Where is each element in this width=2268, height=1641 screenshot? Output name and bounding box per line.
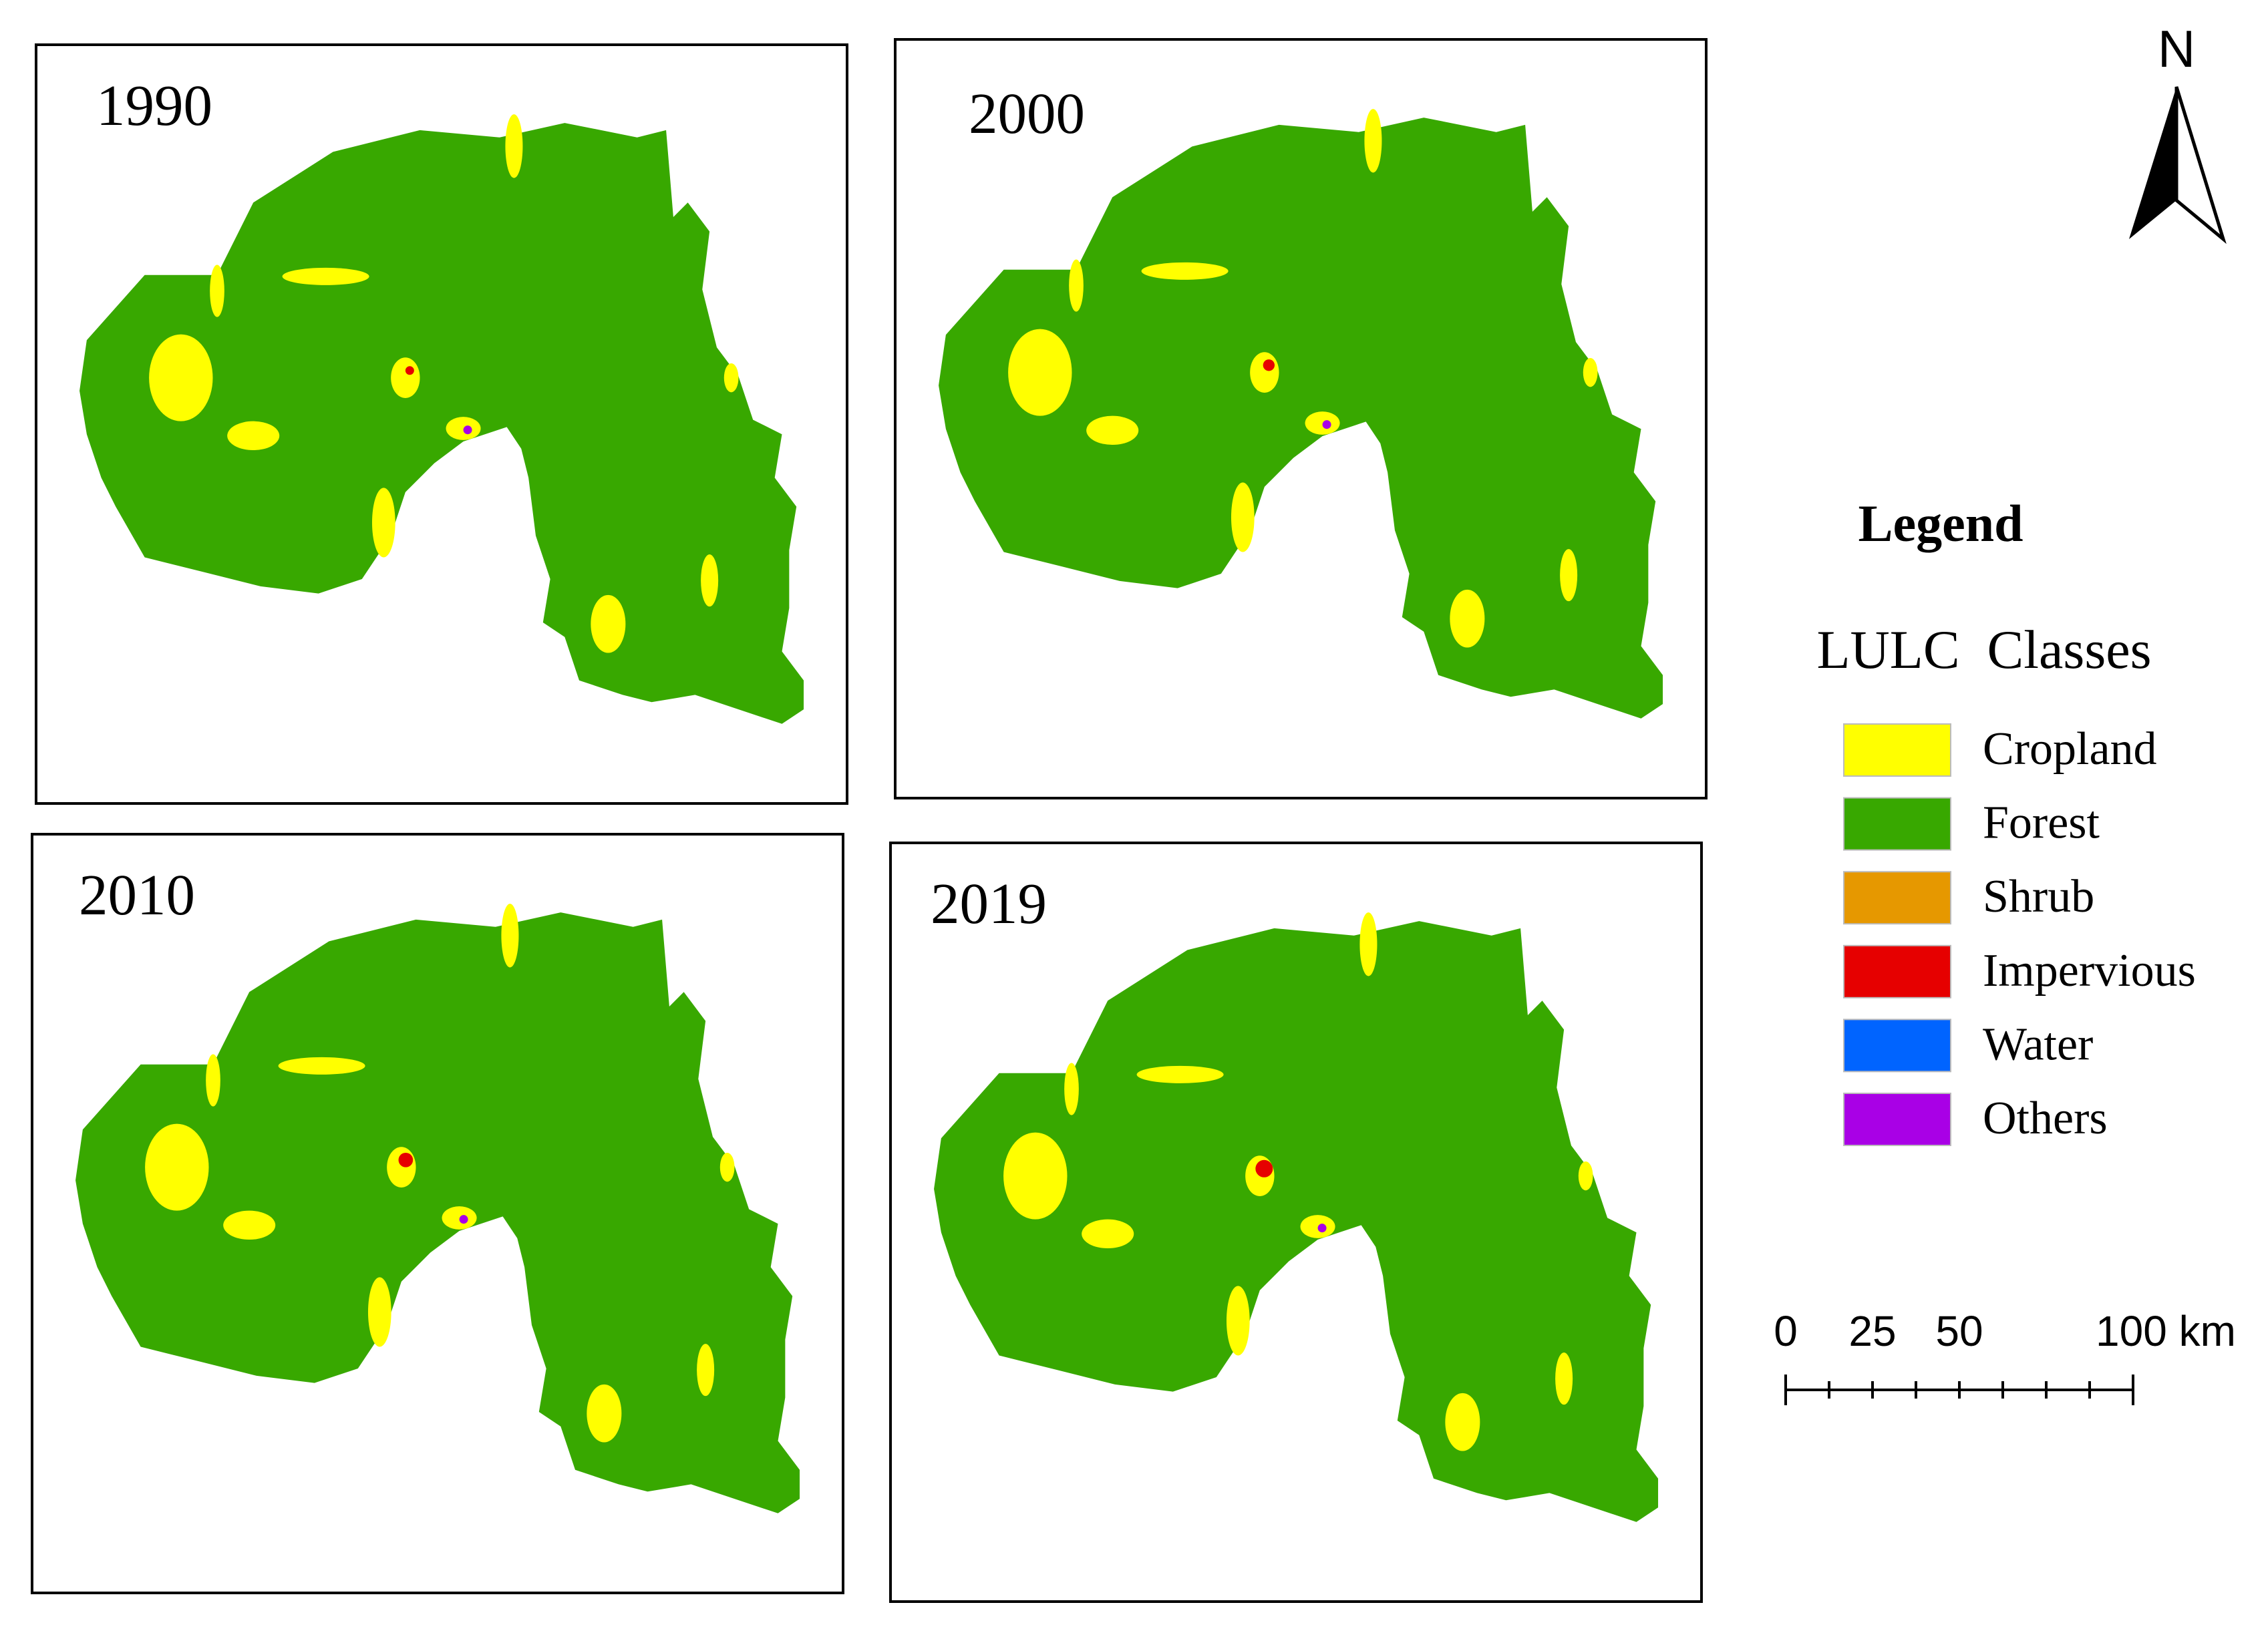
cropland-patch xyxy=(501,904,519,968)
cropland-patch xyxy=(206,1054,220,1107)
scale-bar: 0 25 50 100 km xyxy=(1774,1307,2236,1405)
cropland-patch xyxy=(446,417,481,440)
lulc-map xyxy=(934,912,1659,1522)
year-label: 1990 xyxy=(96,73,212,138)
cropland-patch xyxy=(719,1152,735,1182)
year-label: 2000 xyxy=(969,81,1085,146)
cropland-patch xyxy=(1305,411,1340,435)
year-label: 2019 xyxy=(931,871,1047,936)
year-label: 2010 xyxy=(79,862,195,927)
legend-swatch xyxy=(1843,723,1951,777)
map-panel: 2000 xyxy=(894,38,1708,799)
cropland-patch xyxy=(210,264,224,317)
legend-subtitle: LULC Classes xyxy=(1816,619,2151,680)
cropland-patch xyxy=(1231,482,1255,552)
cropland-patch xyxy=(723,363,739,393)
scale-label: 50 xyxy=(1935,1307,1983,1355)
cropland-patch xyxy=(387,1147,416,1188)
impervious-patch xyxy=(405,366,414,375)
legend-label: Impervious xyxy=(1983,945,2196,996)
cropland-patch xyxy=(1250,352,1279,393)
cropland-patch xyxy=(223,1210,276,1240)
legend-label: Others xyxy=(1983,1093,2108,1144)
impervious-patch xyxy=(1255,1159,1273,1177)
cropland-patch xyxy=(145,1123,209,1211)
legend-label: Water xyxy=(1983,1019,2093,1070)
cropland-patch xyxy=(591,594,626,653)
lulc-map xyxy=(75,904,800,1513)
legend: Cropland Forest Shrub Impervious Water Others xyxy=(1843,723,2196,1146)
cropland-patch xyxy=(367,1277,391,1347)
cropland-patch xyxy=(1008,329,1072,416)
cropland-patch xyxy=(1141,262,1229,280)
scale-label: 0 xyxy=(1774,1307,1798,1355)
others-patch xyxy=(459,1215,468,1224)
cropland-patch xyxy=(371,488,395,558)
cropland-patch xyxy=(442,1206,477,1230)
cropland-patch xyxy=(701,554,719,607)
others-patch xyxy=(1322,420,1331,429)
north-label: N xyxy=(2158,19,2195,78)
map-panel: 1990 xyxy=(35,43,848,805)
cropland-patch xyxy=(149,334,213,421)
cropland-patch xyxy=(1069,259,1084,312)
others-patch xyxy=(463,425,472,435)
legend-label: Shrub xyxy=(1983,871,2094,922)
lulc-map xyxy=(79,114,804,724)
cropland-patch xyxy=(1450,589,1485,648)
cropland-patch xyxy=(278,1057,365,1075)
legend-swatch xyxy=(1843,1019,1951,1073)
lulc-map xyxy=(939,109,1663,719)
legend-swatch xyxy=(1843,797,1951,851)
legend-swatch xyxy=(1843,944,1951,998)
cropland-patch xyxy=(1359,912,1378,976)
cropland-patch xyxy=(282,267,369,285)
north-arrow xyxy=(2129,86,2227,244)
impervious-patch xyxy=(398,1152,414,1167)
cropland-patch xyxy=(1064,1063,1079,1115)
map-panel: 2019 xyxy=(889,842,1703,1603)
cropland-patch xyxy=(1555,1352,1573,1405)
impervious-patch xyxy=(1263,359,1275,371)
cropland-patch xyxy=(391,357,420,398)
cropland-patch xyxy=(1003,1132,1068,1220)
scale-label: 100 km xyxy=(2096,1307,2236,1355)
legend-label: Cropland xyxy=(1983,723,2157,775)
cropland-patch xyxy=(1086,415,1139,445)
cropland-patch xyxy=(1300,1215,1335,1238)
cropland-patch xyxy=(1560,549,1578,602)
cropland-patch xyxy=(1082,1219,1134,1249)
cropland-patch xyxy=(505,114,523,178)
map-panel: 2010 xyxy=(31,833,844,1594)
legend-swatch xyxy=(1843,1093,1951,1146)
cropland-patch xyxy=(1364,109,1382,173)
legend-title: Legend xyxy=(1858,494,2023,552)
cropland-patch xyxy=(1136,1065,1224,1083)
scale-label: 25 xyxy=(1848,1307,1896,1355)
cropland-patch xyxy=(1583,357,1598,387)
map-panels: 1990 2000 2010 2019 xyxy=(31,38,1708,1603)
cropland-patch xyxy=(1445,1393,1480,1451)
cropland-patch xyxy=(697,1344,715,1397)
cropland-patch xyxy=(587,1384,622,1443)
others-patch xyxy=(1317,1224,1327,1233)
cropland-patch xyxy=(1578,1161,1593,1191)
cropland-patch xyxy=(1226,1286,1250,1356)
legend-label: Forest xyxy=(1983,797,2100,849)
cropland-patch xyxy=(227,421,280,451)
legend-swatch xyxy=(1843,871,1951,925)
